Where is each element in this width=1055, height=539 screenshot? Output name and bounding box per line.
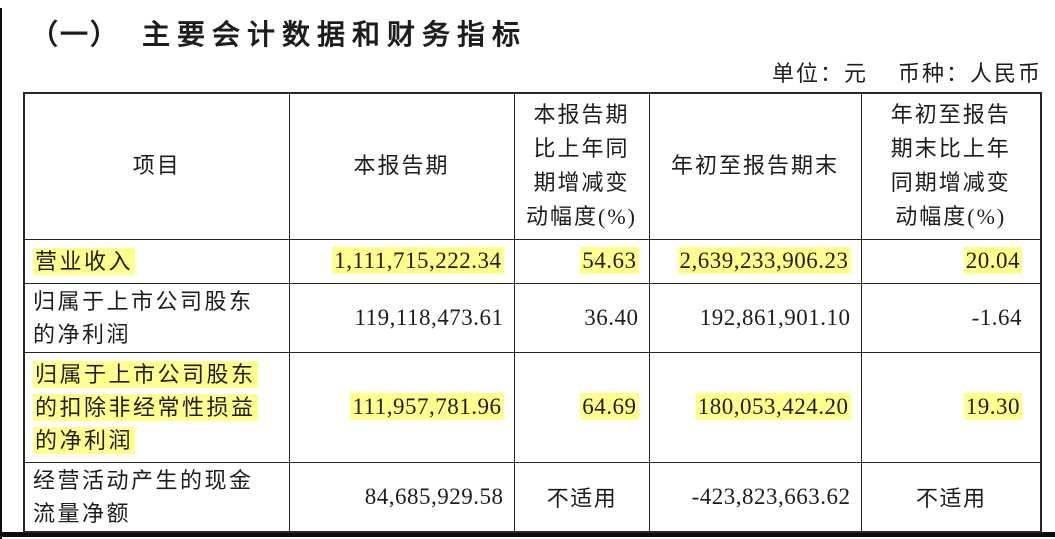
cell-current-period: 119,118,473.61 bbox=[288, 282, 515, 353]
highlighted-text: 19.30 bbox=[963, 393, 1022, 420]
cell-current-period: 111,957,781.96 bbox=[288, 351, 515, 463]
col-header-item: 项目 bbox=[23, 92, 290, 240]
cell-ytd-change: 不适用 bbox=[860, 461, 1042, 532]
col-header-current-period-change: 本报告期 比上年同 期增减变 动幅度(%) bbox=[513, 92, 650, 240]
cell-ytd: 192,861,901.10 bbox=[648, 282, 862, 353]
highlighted-text: 1,111,715,222.34 bbox=[332, 247, 504, 274]
currency-label: 币种：人民币 bbox=[897, 61, 1042, 86]
page-bottom-border bbox=[0, 532, 1055, 537]
highlighted-text: 180,053,424.20 bbox=[695, 393, 851, 420]
table-header-row: 项目 本报告期 本报告期 比上年同 期增减变 动幅度(%) 年初至报告期末 年初… bbox=[23, 92, 1042, 240]
highlighted-text: 营业收入 bbox=[33, 247, 136, 275]
table-row-revenue: 营业收入 1,111,715,222.34 54.63 2,639,233,90… bbox=[23, 238, 1042, 284]
cell-ytd: 180,053,424.20 bbox=[648, 351, 862, 463]
cell-current-change: 64.69 bbox=[513, 351, 650, 463]
cell-current-change: 54.63 bbox=[513, 238, 650, 284]
table-row-operating-cash-flow: 经营活动产生的现金 流量净额 84,685,929.58 不适用 -423,82… bbox=[23, 461, 1042, 532]
cell-ytd-change: -1.64 bbox=[860, 282, 1042, 353]
cell-current-period: 84,685,929.58 bbox=[288, 461, 515, 532]
cell-item-label: 归属于上市公司股东 的净利润 bbox=[23, 282, 290, 353]
highlighted-text: 111,957,781.96 bbox=[350, 393, 504, 420]
cell-ytd-change: 19.30 bbox=[860, 351, 1042, 463]
highlighted-text: 64.69 bbox=[580, 393, 639, 420]
highlighted-text: 20.04 bbox=[963, 247, 1022, 274]
cell-ytd-change: 20.04 bbox=[860, 238, 1042, 284]
cell-current-period: 1,111,715,222.34 bbox=[288, 238, 515, 284]
cell-text: 经营活动产生的现金 流量净额 bbox=[33, 467, 254, 526]
cell-ytd: 2,639,233,906.23 bbox=[648, 238, 862, 284]
table-row-net-profit: 归属于上市公司股东 的净利润 119,118,473.61 36.40 192,… bbox=[23, 282, 1042, 353]
col-header-ytd: 年初至报告期末 bbox=[648, 92, 862, 240]
table-row-deducted-net-profit: 归属于上市公司股东 的扣除非经常性损益 的净利润 111,957,781.96 … bbox=[23, 351, 1042, 463]
cell-item-label: 营业收入 bbox=[23, 238, 290, 284]
page-left-border bbox=[0, 8, 2, 539]
highlighted-text: 54.63 bbox=[580, 247, 639, 274]
unit-label: 单位：元 bbox=[771, 61, 868, 86]
cell-ytd: -423,823,663.62 bbox=[648, 461, 862, 532]
highlighted-text: 归属于上市公司股东 的扣除非经常性损益 的净利润 bbox=[33, 360, 258, 454]
section-title-text: 主要会计数据和财务指标 bbox=[142, 20, 528, 51]
cell-item-label: 经营活动产生的现金 流量净额 bbox=[23, 461, 290, 532]
cell-item-label: 归属于上市公司股东 的扣除非经常性损益 的净利润 bbox=[23, 351, 290, 463]
financial-indicators-table: 项目 本报告期 本报告期 比上年同 期增减变 动幅度(%) 年初至报告期末 年初… bbox=[23, 92, 1042, 533]
section-title: （一） 主要会计数据和财务指标 bbox=[30, 13, 527, 53]
cell-current-change: 36.40 bbox=[513, 282, 650, 353]
col-header-ytd-change: 年初至报告 期末比上年 同期增减变 动幅度(%) bbox=[860, 92, 1042, 240]
highlighted-text: 2,639,233,906.23 bbox=[677, 247, 851, 274]
section-number: （一） bbox=[30, 20, 121, 51]
col-header-current-period: 本报告期 bbox=[288, 92, 515, 240]
unit-currency-line: 单位：元 币种：人民币 bbox=[772, 56, 1042, 88]
cell-current-change: 不适用 bbox=[513, 461, 650, 532]
cell-text: 归属于上市公司股东 的净利润 bbox=[33, 288, 254, 347]
